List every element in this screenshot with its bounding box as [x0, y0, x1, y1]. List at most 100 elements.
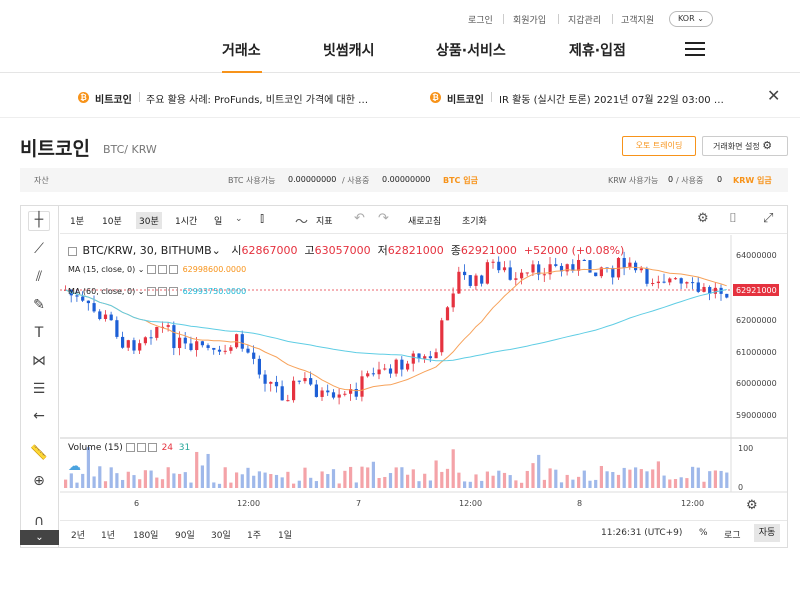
pattern-icon[interactable]: ⋈	[32, 353, 46, 369]
candle	[371, 373, 375, 375]
volume-bar	[217, 483, 222, 488]
remove-icon[interactable]	[169, 265, 179, 274]
candle	[257, 358, 261, 375]
clock[interactable]: 11:26:31 (UTC+9)	[601, 528, 683, 538]
volume-bar	[92, 476, 96, 488]
trendline-icon[interactable]: ⟋	[34, 241, 44, 257]
range-1w[interactable]: 1주	[247, 531, 262, 541]
text-tool-icon[interactable]: T	[34, 325, 44, 341]
krw-deposit-link[interactable]: KRW 입금	[733, 176, 772, 185]
camera-icon[interactable]: ⌷	[729, 211, 737, 226]
wallet-link[interactable]: 지갑관리	[568, 16, 602, 26]
volume-bar	[314, 481, 318, 488]
timeframe-1m[interactable]: 1분	[70, 217, 85, 227]
undo-icon[interactable]: ↶	[354, 211, 365, 226]
ticker-coin[interactable]: 비트코인	[447, 95, 484, 106]
fib-icon[interactable]: ☰	[32, 381, 46, 397]
remove-icon[interactable]	[169, 287, 179, 296]
indicator-icon[interactable]: 〜	[295, 215, 309, 230]
nav-exchange[interactable]: 거래소	[222, 43, 261, 59]
ma60-label[interactable]: MA (60, close, 0)	[68, 287, 136, 296]
range-30d[interactable]: 30일	[211, 531, 231, 541]
range-1d[interactable]: 1일	[278, 531, 293, 541]
screen-settings-button[interactable]: 거래화면 설정 ⚙	[702, 136, 788, 156]
volume-bar	[651, 469, 655, 488]
visibility-icon[interactable]	[147, 265, 157, 274]
magnet-icon[interactable]: ∩	[33, 513, 45, 529]
redo-icon[interactable]: ↷	[378, 211, 389, 226]
candlestick-icon[interactable]: ⫾	[260, 211, 265, 226]
support-link[interactable]: 고객지원	[621, 16, 655, 26]
auto-trading-button[interactable]: 오토 트레이딩	[622, 136, 696, 156]
login-link[interactable]: 로그인	[468, 16, 493, 26]
ticker-headline[interactable]: 주요 활용 사례: ProFunds, 비트코인 가격에 대한 …	[146, 95, 369, 106]
chevron-down-icon[interactable]: ⌄	[211, 244, 221, 257]
volume-bar	[64, 479, 68, 488]
gear-icon[interactable]: ⚙	[746, 498, 758, 513]
brush-icon[interactable]: ✎	[33, 297, 45, 313]
ticker-headline[interactable]: IR 활동 (실시간 토론) 2021년 07월 22일 03:00 …	[499, 95, 724, 106]
legend-symbol[interactable]: BTC/KRW, 30, BITHUMB	[82, 244, 212, 257]
price-chart[interactable]: 64000000 62000000 61000000 60000000 5900…	[60, 235, 787, 520]
volume-bar	[212, 482, 216, 488]
collapse-legend-icon[interactable]	[68, 246, 77, 256]
volume-bar	[121, 479, 125, 488]
candle	[178, 337, 182, 349]
zoom-in-icon[interactable]: ⊕	[33, 473, 45, 489]
refresh-button[interactable]: 새로고침	[408, 217, 442, 227]
timeframe-30m[interactable]: 30분	[136, 212, 162, 229]
menu-icon[interactable]	[685, 42, 705, 56]
chevron-down-icon[interactable]: ⌄	[137, 287, 145, 296]
nav-products[interactable]: 상품·서비스	[436, 43, 506, 59]
back-arrow-icon[interactable]: ←	[33, 408, 45, 424]
gear-icon[interactable]: ⚙	[697, 211, 709, 226]
volume-bar	[109, 467, 113, 488]
settings-icon[interactable]	[136, 443, 146, 452]
volume-value-1: 24	[161, 443, 174, 453]
timeframe-day[interactable]: 일	[214, 217, 223, 227]
crosshair-icon[interactable]: ┼	[28, 211, 50, 231]
volume-legend: Volume (15) 24 31	[68, 443, 190, 453]
volume-bar	[679, 477, 683, 488]
volume-bar	[229, 482, 233, 488]
percent-scale-button[interactable]: %	[699, 528, 708, 538]
chevron-down-icon[interactable]: ⌄	[20, 530, 59, 545]
volume-bar	[98, 466, 102, 488]
settings-icon[interactable]	[158, 287, 168, 296]
ticker-coin[interactable]: 비트코인	[95, 95, 132, 106]
auto-scale-button[interactable]: 자동	[754, 524, 780, 542]
range-1y[interactable]: 1년	[101, 531, 116, 541]
chevron-down-icon[interactable]: ⌄	[137, 265, 145, 274]
nav-cash[interactable]: 빗썸캐시	[323, 43, 375, 59]
indicator-button[interactable]: 지표	[316, 217, 333, 227]
timeframe-10m[interactable]: 10분	[102, 217, 122, 227]
volume-label[interactable]: Volume (15)	[68, 443, 123, 453]
volume-bar	[200, 465, 204, 488]
candle	[497, 261, 501, 271]
ruler-icon[interactable]: 📏	[30, 445, 48, 461]
candle	[109, 314, 113, 321]
nav-partnership[interactable]: 제휴·입점	[569, 43, 626, 59]
candle	[126, 340, 130, 348]
fullscreen-icon[interactable]: ⤢	[763, 211, 774, 226]
close-icon[interactable]: ✕	[767, 86, 781, 105]
pitchfork-icon[interactable]: ⫽	[35, 269, 43, 285]
cloud-icon[interactable]: ☁	[68, 459, 81, 474]
language-select[interactable]: KOR ⌄	[669, 11, 713, 27]
remove-icon[interactable]	[147, 443, 157, 452]
settings-icon[interactable]	[158, 265, 168, 274]
volume-bar	[246, 467, 250, 488]
range-180d[interactable]: 180일	[133, 531, 159, 541]
volume-bar	[115, 473, 119, 488]
timeframe-1h[interactable]: 1시간	[175, 217, 198, 227]
ma15-label[interactable]: MA (15, close, 0)	[68, 265, 136, 274]
btc-deposit-link[interactable]: BTC 입금	[443, 176, 478, 185]
range-2y[interactable]: 2년	[71, 531, 86, 541]
chevron-down-icon[interactable]: ⌄	[235, 214, 243, 224]
reset-button[interactable]: 초기화	[462, 217, 487, 227]
log-scale-button[interactable]: 로그	[724, 531, 741, 541]
range-90d[interactable]: 90일	[175, 531, 195, 541]
visibility-icon[interactable]	[147, 287, 157, 296]
signup-link[interactable]: 회원가입	[513, 16, 547, 26]
visibility-icon[interactable]	[125, 443, 135, 452]
